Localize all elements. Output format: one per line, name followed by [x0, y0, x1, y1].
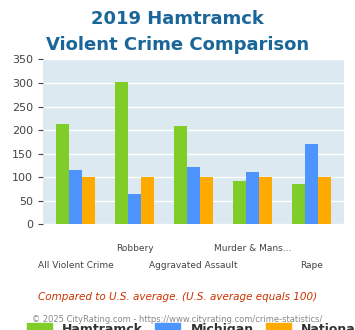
Bar: [56, 124, 69, 224]
Bar: [115, 82, 128, 224]
Text: Murder & Mans...: Murder & Mans...: [214, 244, 291, 253]
Text: All Violent Crime: All Violent Crime: [38, 260, 114, 270]
Bar: [174, 126, 187, 224]
Bar: [82, 177, 95, 224]
Text: Robbery: Robbery: [116, 244, 153, 253]
Bar: [187, 167, 200, 224]
Bar: [246, 172, 259, 224]
Text: Compared to U.S. average. (U.S. average equals 100): Compared to U.S. average. (U.S. average …: [38, 292, 317, 302]
Text: 2019 Hamtramck: 2019 Hamtramck: [91, 10, 264, 28]
Bar: [233, 181, 246, 224]
Bar: [305, 144, 318, 224]
Text: Rape: Rape: [300, 260, 323, 270]
Text: Aggravated Assault: Aggravated Assault: [149, 260, 238, 270]
Bar: [128, 194, 141, 224]
Bar: [292, 184, 305, 224]
Text: © 2025 CityRating.com - https://www.cityrating.com/crime-statistics/: © 2025 CityRating.com - https://www.city…: [32, 315, 323, 324]
Bar: [200, 177, 213, 224]
Bar: [318, 177, 331, 224]
Text: Violent Crime Comparison: Violent Crime Comparison: [46, 36, 309, 54]
Bar: [141, 177, 154, 224]
Legend: Hamtramck, Michigan, National: Hamtramck, Michigan, National: [21, 316, 355, 330]
Bar: [69, 170, 82, 224]
Bar: [259, 177, 272, 224]
